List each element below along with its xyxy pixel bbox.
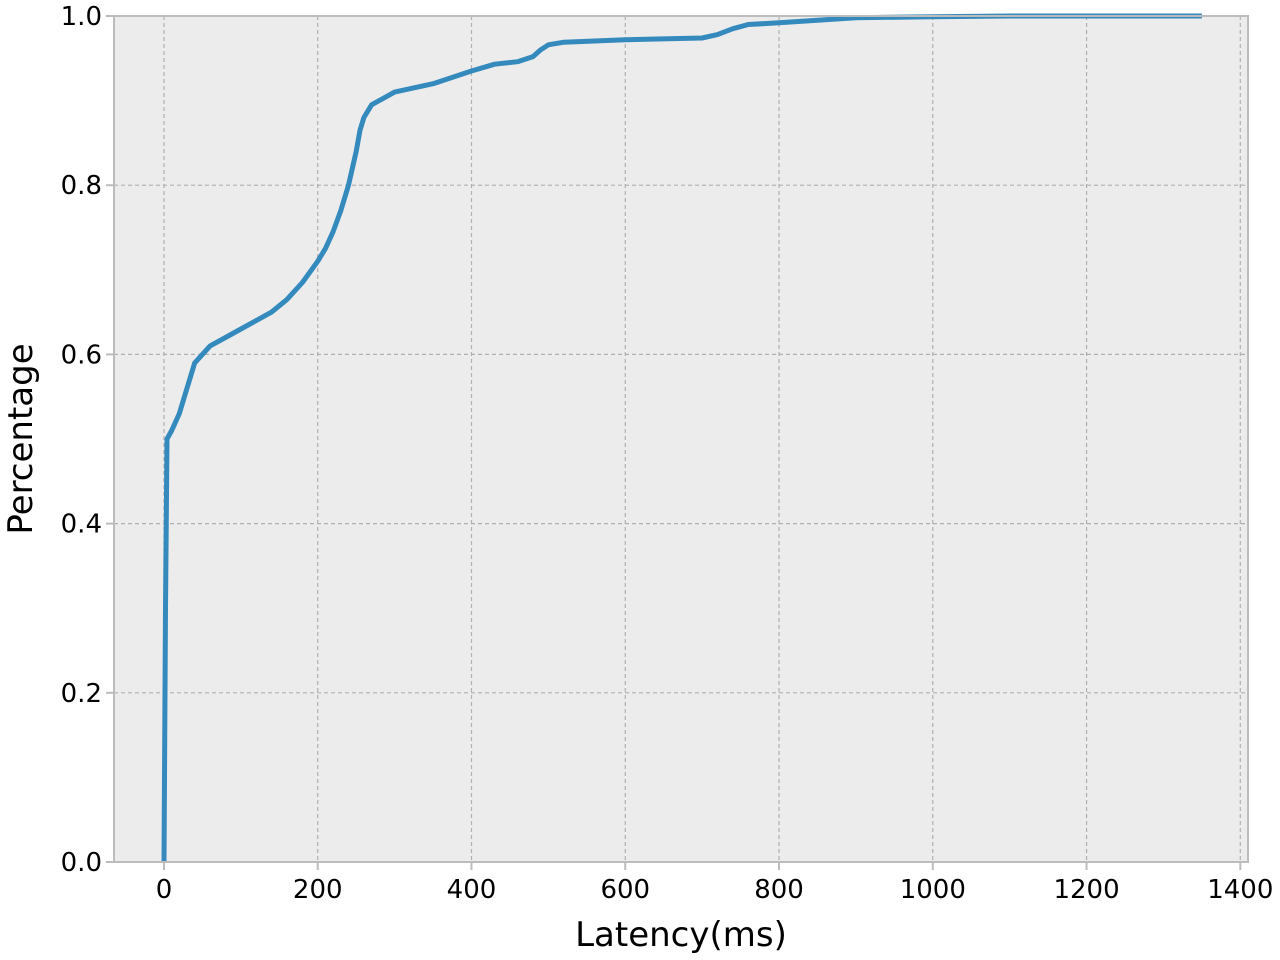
x-tick-label: 600: [600, 875, 650, 905]
y-tick-label: 0.2: [61, 679, 102, 709]
y-tick-label: 0.0: [61, 848, 102, 878]
x-tick-label: 1400: [1207, 875, 1273, 905]
x-tick-label: 800: [754, 875, 804, 905]
plot-area: [114, 16, 1248, 862]
series-layer: [161, 13, 1202, 863]
cdf-series-line: [161, 13, 1202, 863]
plot-frame: [113, 15, 1249, 863]
x-tick-label: 200: [293, 875, 343, 905]
y-axis-title: Percentage: [1, 343, 41, 534]
y-tick-label: 1.0: [61, 2, 102, 32]
x-axis-title: Latency(ms): [575, 915, 787, 955]
x-tick-label: 400: [447, 875, 497, 905]
y-tick-label: 0.8: [61, 171, 102, 201]
axis-ticks: 0 200 400 600 800 1000 1200 1400 0.0 0.2 0.4 0.6 0.8…: [61, 2, 1274, 905]
x-tick-label: 1200: [1053, 875, 1119, 905]
x-tick-label: 0: [156, 875, 173, 905]
x-tick-label: 1000: [900, 875, 966, 905]
y-tick-label: 0.6: [61, 340, 102, 370]
y-tick-label: 0.4: [61, 510, 102, 540]
